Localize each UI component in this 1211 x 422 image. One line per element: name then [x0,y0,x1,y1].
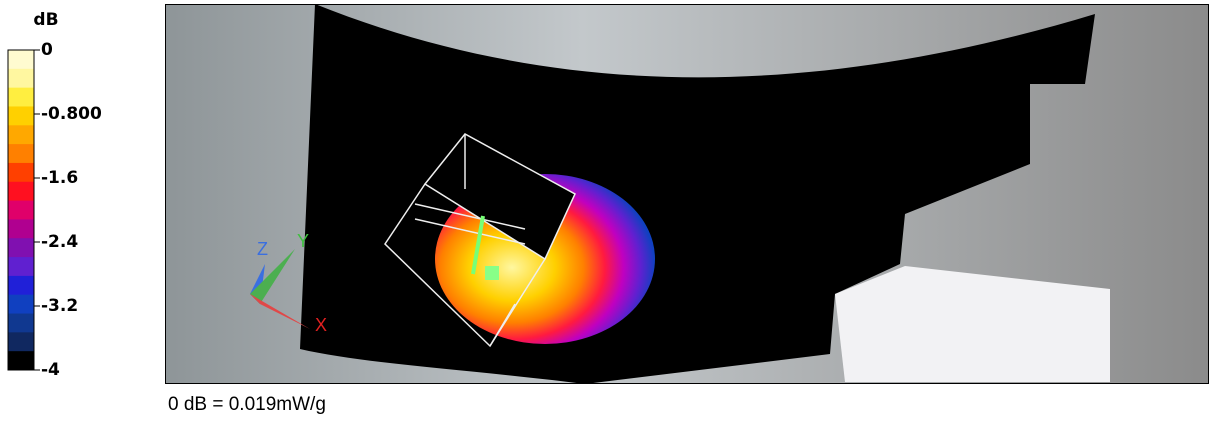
colorbar-swatch [8,68,34,89]
colorbar-tick-label: -3.2 [41,296,78,316]
colorbar-tick-label: -1.6 [41,168,78,188]
colorbar-tick-label: -0.800 [41,104,102,124]
colorbar-swatches [7,49,35,371]
axis-label: Y [297,231,309,251]
axis-label: X [315,315,327,335]
colorbar-swatch [8,275,34,296]
colorbar-tick-label: -2.4 [41,232,78,252]
colorbar-swatch [8,144,34,164]
probe-cube [384,133,576,348]
colorbar-swatch [8,125,34,145]
colorbar-tick-label: -4 [41,360,60,380]
colorbar-unit: dB [33,10,58,30]
axis-label: Z [257,239,268,259]
colorbar-swatch [8,50,34,70]
colorbar-swatch [8,313,34,333]
colorbar-swatch [8,294,34,315]
colorbar-ticks: 0 -0.800 -1.6 -2.4 -3.2 -4 [34,40,102,380]
caption: 0 dB = 0.019mW/g [168,394,326,415]
colorbar-tick-label: 0 [41,40,53,60]
colorbar-swatch [8,181,34,202]
colorbar: dB 0 -0.800 -1.6 -2.4 -3.2 -4 [7,10,102,380]
colorbar-frame [7,49,35,371]
3d-view: Z Y X [165,4,1209,384]
colorbar-swatch [8,219,34,239]
colorbar-swatch [8,257,34,277]
colorbar-swatch [8,200,34,220]
probe-tip [485,266,499,280]
colorbar-swatch [8,332,34,352]
white-block [835,266,1110,382]
colorbar-swatch [8,87,34,107]
colorbar-swatch [8,351,34,371]
colorbar-swatch [8,106,34,126]
axis-triad: Z Y X [250,231,327,335]
colorbar-swatch [8,162,34,183]
colorbar-swatch [8,238,34,258]
probe [471,215,485,275]
